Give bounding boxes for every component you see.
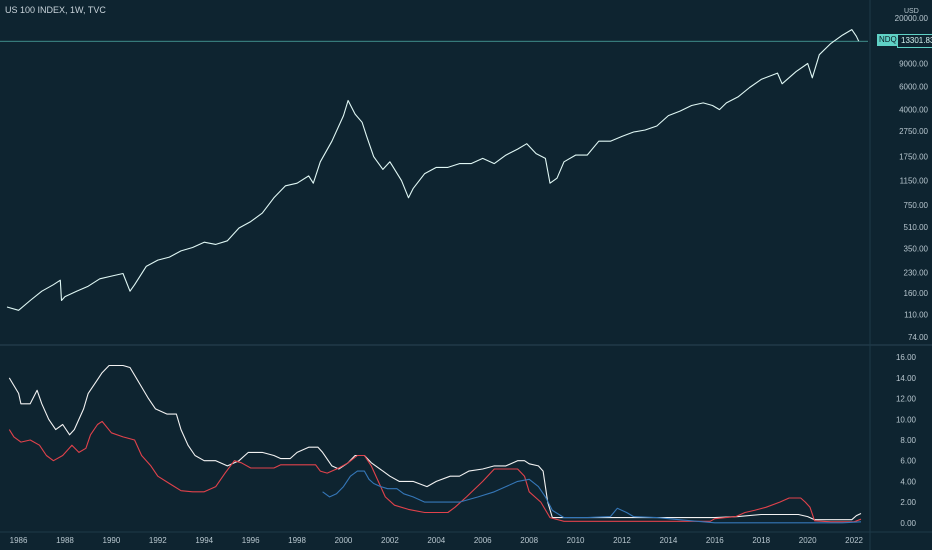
rate-tick-label: 0.00	[900, 519, 916, 528]
series-line-ndq	[6, 29, 860, 311]
year-tick-label: 2002	[381, 536, 399, 545]
year-tick-label: 2010	[567, 536, 585, 545]
rate-tick-label: 4.00	[900, 477, 916, 486]
year-tick-label: 1996	[242, 536, 260, 545]
year-tick-label: 1992	[149, 536, 167, 545]
year-tick-label: 2022	[845, 536, 863, 545]
chart-title: US 100 INDEX, 1W, TVC	[5, 5, 106, 15]
symbol-tag: NDQ	[877, 34, 899, 47]
year-tick-label: 2016	[706, 536, 724, 545]
year-tick-label: 2006	[474, 536, 492, 545]
rate-tick-label: 14.00	[896, 374, 917, 383]
price-tick-label: 20000.00	[895, 14, 929, 23]
price-tick-label: 350.00	[904, 244, 929, 253]
rate-tick-label: 16.00	[896, 353, 917, 362]
rate-tick-label: 2.00	[900, 498, 916, 507]
price-tick-label: 230.00	[904, 268, 929, 277]
last-price-tag: 13301.83	[897, 34, 932, 49]
rate-tick-label: 6.00	[900, 457, 916, 466]
rate-tick-label: 10.00	[896, 415, 917, 424]
rate-series-line	[322, 470, 862, 524]
year-tick-label: 2012	[613, 536, 631, 545]
price-tick-label: 510.00	[904, 223, 929, 232]
price-tick-label: 4000.00	[899, 106, 928, 115]
rate-tick-label: 12.00	[896, 395, 917, 404]
year-tick-label: 1994	[195, 536, 213, 545]
year-tick-label: 1986	[10, 536, 28, 545]
year-tick-label: 2000	[335, 536, 353, 545]
year-tick-label: 1990	[103, 536, 121, 545]
year-tick-label: 2014	[660, 536, 678, 545]
price-tick-label: 750.00	[904, 201, 929, 210]
price-tick-label: 1150.00	[900, 177, 929, 186]
rate-tick-label: 8.00	[900, 436, 916, 445]
price-tick-label: 160.00	[904, 289, 929, 298]
year-tick-label: 2018	[752, 536, 770, 545]
year-tick-label: 2004	[427, 536, 445, 545]
currency-label: USD	[904, 8, 919, 15]
year-tick-label: 2008	[520, 536, 538, 545]
rate-series-line	[8, 364, 862, 521]
rate-series-line	[8, 420, 862, 523]
price-tick-label: 110.00	[904, 310, 928, 319]
price-tick-label: 74.00	[908, 333, 929, 342]
price-tick-label: 6000.00	[899, 83, 928, 92]
price-tick-label: 1750.00	[899, 153, 928, 162]
year-tick-label: 1998	[288, 536, 306, 545]
price-tick-label: 9000.00	[899, 59, 928, 68]
price-tick-label: 2750.00	[899, 127, 928, 136]
year-tick-label: 2020	[799, 536, 817, 545]
year-tick-label: 1988	[56, 536, 74, 545]
